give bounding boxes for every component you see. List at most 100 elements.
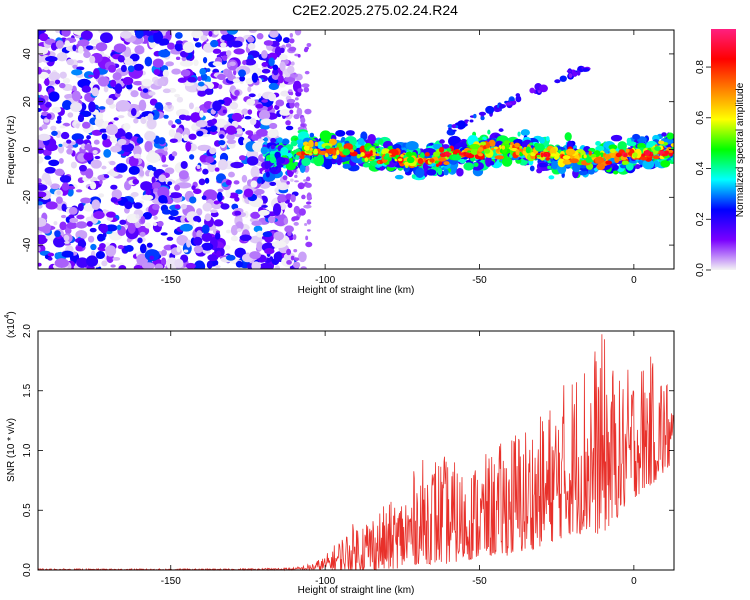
noise-blob (124, 245, 134, 252)
noise-blob (199, 110, 204, 118)
signal-blob (378, 138, 384, 145)
echo-blob (539, 84, 548, 93)
noise-blob (51, 106, 62, 113)
signal-blob (520, 129, 530, 136)
signal-blob (411, 174, 416, 179)
signal-blob (510, 141, 514, 146)
noise-blob (141, 262, 155, 269)
signal-blob (394, 174, 404, 180)
noise-blob (261, 68, 271, 74)
noise-blob (61, 203, 67, 212)
noise-blob (157, 78, 165, 87)
noise-blob (245, 130, 254, 136)
noise-blob (75, 189, 83, 193)
signal-blob (487, 129, 491, 135)
signal-blob (514, 142, 520, 148)
noise-blob (201, 195, 207, 200)
noise-blob (76, 214, 85, 220)
noise-blob (163, 114, 169, 119)
noise-blob (284, 77, 296, 83)
noise-blob (220, 203, 230, 210)
noise-blob (196, 230, 203, 238)
noise-blob (197, 90, 207, 97)
noise-blob (112, 256, 121, 261)
noise-blob (247, 42, 256, 50)
noise-blob (187, 76, 197, 83)
noise-blob (283, 217, 289, 225)
signal-blob (435, 163, 440, 167)
noise-blob (99, 243, 106, 249)
noise-blob (214, 232, 221, 240)
signal-blob (529, 142, 534, 146)
signal-blob (525, 146, 531, 154)
signal-blob (658, 140, 665, 145)
noise-blob (61, 182, 70, 191)
noise-blob (47, 252, 55, 257)
signal-blob (621, 160, 629, 165)
snr-series-line (37, 334, 675, 572)
noise-blob (176, 234, 189, 246)
noise-blob (298, 208, 306, 216)
signal-blob (519, 145, 523, 149)
signal-blob (634, 164, 641, 170)
x-tick-label: -150 (161, 576, 181, 587)
noise-blob (244, 58, 257, 66)
noise-blob (180, 203, 187, 210)
noise-blob (148, 171, 154, 178)
noise-blob (43, 66, 50, 71)
noise-blob (55, 30, 60, 34)
noise-blob (285, 43, 292, 48)
noise-blob (169, 192, 183, 199)
signal-blob (426, 169, 437, 176)
noise-blob (212, 61, 223, 67)
noise-blob (158, 49, 171, 58)
noise-blob (133, 145, 142, 157)
signal-blob (270, 144, 275, 150)
signal-blob (400, 153, 404, 158)
noise-blob (103, 85, 109, 93)
noise-blob (115, 163, 128, 173)
noise-blob (55, 119, 62, 124)
noise-blob (158, 174, 167, 183)
noise-blob (196, 84, 208, 91)
signal-blob (632, 133, 641, 140)
signal-blob (429, 158, 435, 163)
noise-blob (261, 204, 268, 208)
noise-blob (229, 61, 236, 67)
signal-blob (626, 141, 637, 147)
noise-blob (220, 42, 227, 48)
noise-blob (290, 178, 294, 182)
noise-blob (38, 178, 42, 184)
noise-blob (94, 116, 104, 128)
noise-blob (132, 80, 143, 86)
signal-blob (578, 169, 588, 176)
noise-blob (286, 98, 296, 104)
noise-blob (246, 98, 256, 106)
echo-blob (582, 67, 590, 72)
noise-blob (204, 88, 213, 95)
noise-blob (279, 53, 288, 61)
signal-core (668, 152, 673, 157)
noise-blob (163, 146, 168, 152)
signal-blob (385, 153, 390, 158)
noise-blob (144, 140, 153, 153)
noise-blob (235, 260, 243, 268)
noise-blob (140, 216, 146, 224)
signal-blob (299, 163, 306, 173)
colorbar-tick-label: 0.4 (695, 161, 706, 175)
noise-blob (213, 200, 220, 205)
signal-blob (498, 128, 504, 132)
noise-blob (288, 89, 293, 93)
noise-blob (244, 210, 249, 219)
noise-blob (161, 154, 167, 163)
signal-blob (538, 162, 548, 168)
noise-blob (242, 60, 247, 66)
noise-blob (261, 99, 268, 103)
noise-blob (56, 115, 62, 122)
noise-blob (101, 260, 108, 267)
noise-blob (168, 120, 174, 126)
y-tick-label: 1.5 (22, 383, 33, 397)
signal-blob (437, 167, 443, 176)
noise-blob (48, 80, 56, 86)
signal-blob (545, 136, 550, 142)
